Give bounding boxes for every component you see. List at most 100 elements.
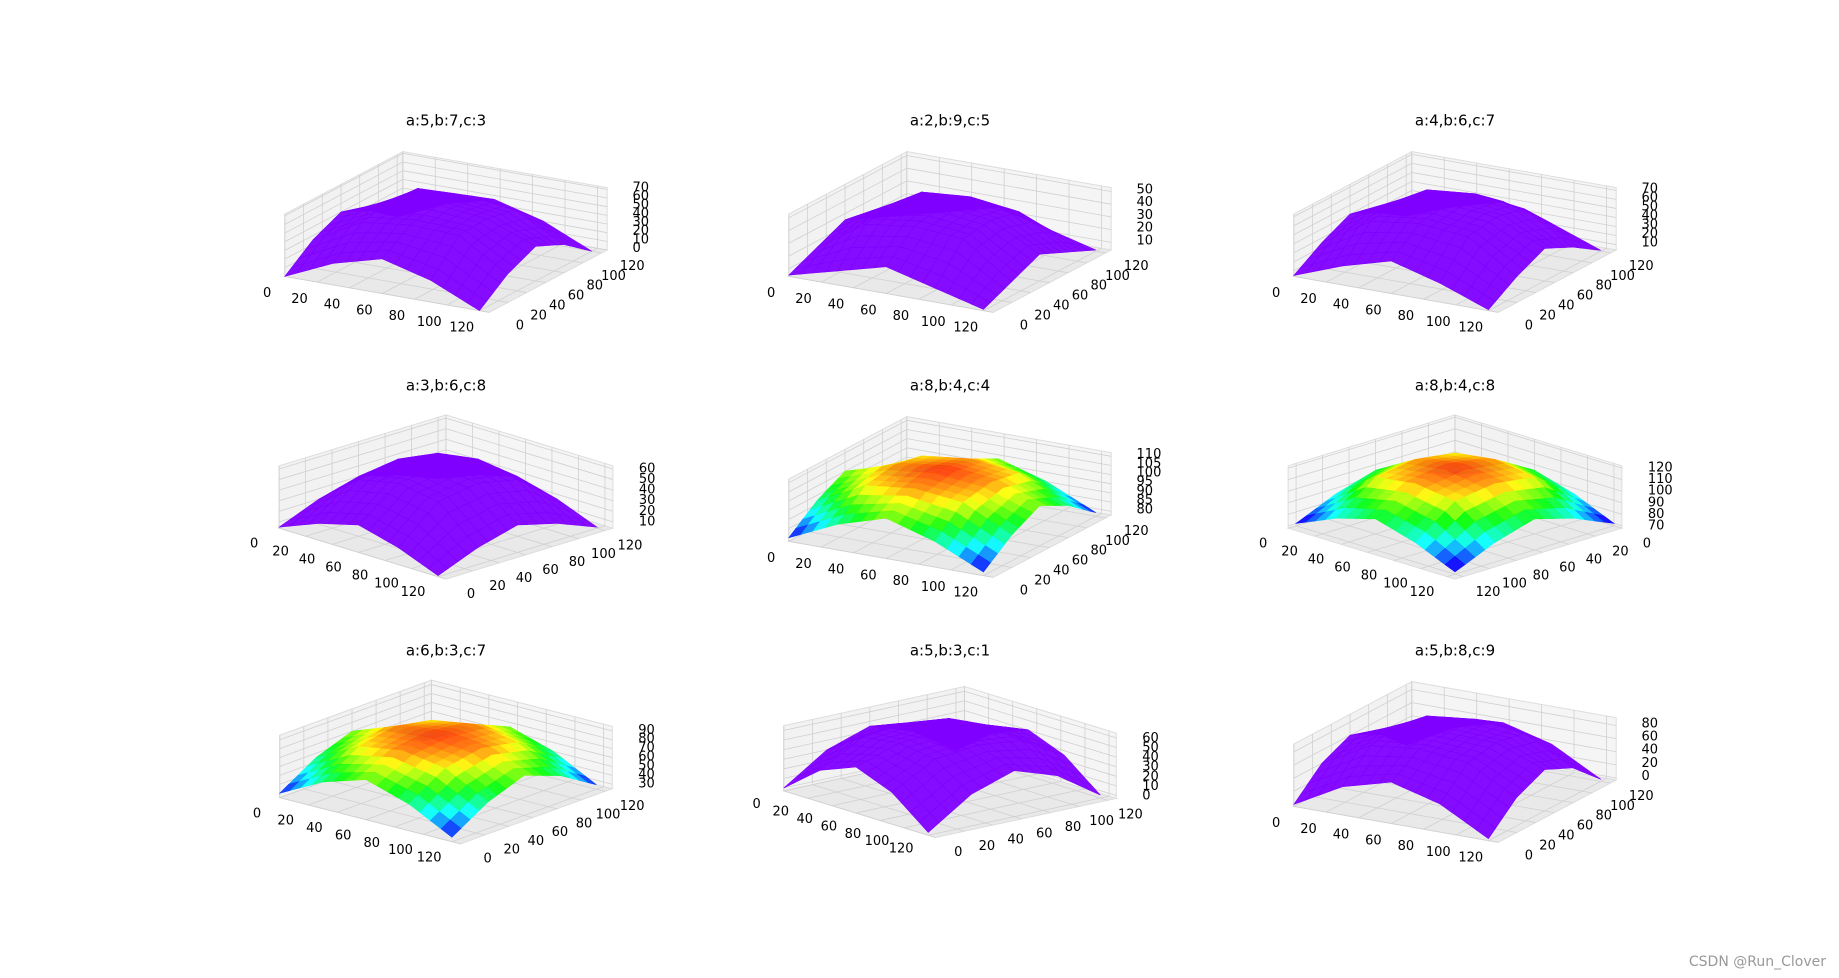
y-tick-label: 0 <box>1525 848 1533 863</box>
y-tick-label: 120 <box>618 539 643 554</box>
x-tick-label: 60 <box>335 828 352 843</box>
grid-line <box>1295 525 1464 578</box>
grid-line <box>279 428 447 480</box>
x-tick-label: 20 <box>277 814 294 829</box>
z-tick-label: 95 <box>1137 475 1154 490</box>
y-tick-label: 60 <box>552 825 569 840</box>
grid-line <box>431 693 613 741</box>
x-tick-label: 0 <box>767 551 775 566</box>
x-tick-label: 20 <box>772 805 789 820</box>
grid-line <box>906 419 1112 457</box>
y-tick-label: 60 <box>1072 289 1089 304</box>
y-tick-label: 40 <box>1558 298 1575 313</box>
x-tick-label: 80 <box>1398 309 1415 324</box>
z-tick-label: 60 <box>1142 731 1159 746</box>
grid-line <box>1288 416 1456 469</box>
grid-line <box>964 690 1117 739</box>
z-tick-label: 80 <box>638 732 655 747</box>
z-tick-label: 90 <box>1137 484 1154 499</box>
grid-line <box>964 700 1117 748</box>
y-tick-label: 40 <box>549 298 566 313</box>
grid-line <box>1454 416 1622 469</box>
grid-line <box>788 419 907 484</box>
y-tick-label: 100 <box>1610 269 1635 284</box>
grid-line <box>402 152 608 190</box>
z-tick-label: 30 <box>1142 760 1159 775</box>
grid-line <box>906 429 1112 466</box>
grid-line <box>431 684 613 732</box>
grid-line <box>906 438 1112 476</box>
x-tick-label: 40 <box>828 298 845 313</box>
grid-line <box>284 161 403 225</box>
z-tick-label: 50 <box>1137 182 1154 197</box>
surface-patch <box>970 295 991 310</box>
x-tick-label: 20 <box>795 557 812 572</box>
y-tick-label: 100 <box>601 269 626 284</box>
x-tick-label: 60 <box>1559 561 1576 576</box>
y-tick-label: 0 <box>1020 318 1028 333</box>
y-tick-label: 20 <box>1539 308 1556 323</box>
y-tick-label: 60 <box>1036 826 1053 841</box>
y-tick-label: 60 <box>1334 561 1351 576</box>
y-tick-label: 20 <box>489 579 506 594</box>
x-tick-label: 80 <box>389 309 406 324</box>
grid-line <box>279 438 447 491</box>
z-tick-label: 10 <box>1137 233 1154 248</box>
y-tick-label: 120 <box>1629 789 1654 804</box>
x-tick-label: 100 <box>417 315 442 330</box>
y-tick-label: 100 <box>1105 269 1130 284</box>
y-tick-label: 100 <box>1105 534 1130 549</box>
x-tick-label: 60 <box>860 303 877 318</box>
y-tick-label: 100 <box>1610 799 1635 814</box>
z-tick-label: 40 <box>638 767 655 782</box>
y-tick-label: 100 <box>1383 577 1408 592</box>
z-tick-label: 20 <box>1642 226 1659 241</box>
x-tick-label: 120 <box>449 320 474 335</box>
surface-patch <box>466 293 487 312</box>
y-tick-label: 120 <box>1124 524 1149 539</box>
x-tick-label: 0 <box>752 797 760 812</box>
x-tick-label: 20 <box>272 544 289 559</box>
grid-line <box>1293 154 1412 218</box>
surface-patch <box>1475 293 1496 311</box>
z-tick-label: 40 <box>1142 750 1159 765</box>
z-tick-label: 60 <box>1642 190 1659 205</box>
y-tick-label: 120 <box>1410 585 1435 600</box>
grid-line <box>788 429 907 493</box>
grid-line <box>783 690 965 731</box>
z-tick-label: 80 <box>1648 507 1665 522</box>
x-tick-label: 0 <box>1272 286 1280 301</box>
x-tick-label: 40 <box>1333 298 1350 313</box>
z-tick-label: 70 <box>1642 181 1659 196</box>
y-tick-label: 40 <box>1053 298 1070 313</box>
x-tick-label: 100 <box>921 580 946 595</box>
chart-title: a:2,b:9,c:5 <box>910 112 990 130</box>
z-tick-label: 10 <box>633 232 650 247</box>
z-tick-label: 60 <box>1642 730 1659 745</box>
z-tick-label: 80 <box>1137 502 1154 517</box>
x-tick-label: 60 <box>325 561 342 576</box>
grid-line <box>788 275 994 313</box>
grid-line <box>788 180 907 244</box>
y-tick-label: 20 <box>530 308 547 323</box>
y-tick-label: 0 <box>954 845 962 860</box>
surface-patch <box>1444 556 1466 573</box>
grid-line <box>402 161 608 199</box>
surface-patch <box>440 819 462 838</box>
y-tick-label: 20 <box>1539 838 1556 853</box>
y-tick-label: 60 <box>568 289 585 304</box>
surface-patch <box>970 554 991 573</box>
z-tick-label: 20 <box>1142 769 1159 784</box>
y-tick-label: 80 <box>586 279 603 294</box>
chart-title: a:8,b:4,c:4 <box>910 377 990 395</box>
x-tick-label: 60 <box>1365 833 1382 848</box>
z-tick-label: 60 <box>639 461 656 476</box>
z-tick-label: 30 <box>1137 208 1154 223</box>
z-tick-label: 110 <box>1648 472 1673 487</box>
z-tick-label: 0 <box>1142 788 1150 803</box>
x-tick-label: 0 <box>1272 816 1280 831</box>
grid-line <box>812 784 965 832</box>
y-tick-label: 40 <box>1053 563 1070 578</box>
y-tick-label: 80 <box>569 555 586 570</box>
